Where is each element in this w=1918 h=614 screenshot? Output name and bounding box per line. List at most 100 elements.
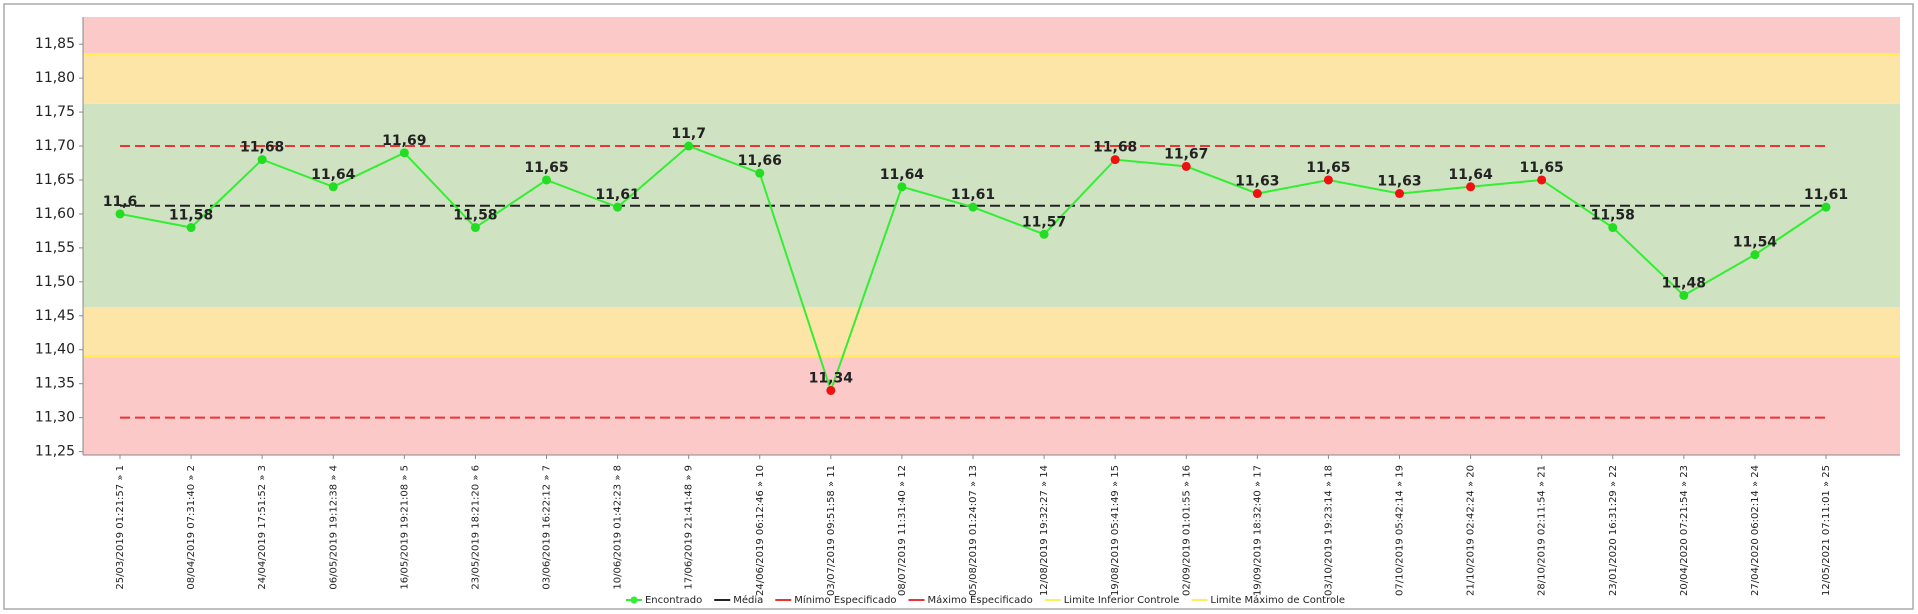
x-tick-label: 12/08/2019 19:32:27 » 14 — [1039, 465, 1050, 596]
zone — [83, 17, 1900, 55]
y-tick-label: 11,50 — [35, 274, 75, 290]
x-tick-label: 19/08/2019 05:41:49 » 15 — [1110, 465, 1121, 596]
x-tick-label: 03/07/2019 09:51:58 » 11 — [826, 465, 837, 596]
data-point — [684, 141, 694, 151]
data-label: 11,64 — [1448, 167, 1493, 183]
x-tick-label: 27/04/2020 06:02:14 » 24 — [1750, 465, 1761, 596]
x-tick-label: 20/04/2020 07:21:54 » 23 — [1679, 465, 1690, 596]
data-point — [257, 155, 267, 165]
x-tick-label: 19/09/2019 18:32:40 » 17 — [1252, 465, 1263, 596]
y-tick-label: 11,25 — [35, 444, 75, 460]
data-label: 11,57 — [1022, 214, 1066, 230]
x-tick-label: 24/06/2019 06:12:46 » 10 — [755, 465, 766, 596]
y-tick-label: 11,70 — [35, 138, 75, 154]
y-tick-label: 11,55 — [35, 240, 75, 256]
data-point — [1679, 290, 1689, 300]
legend-label: Média — [733, 594, 763, 606]
data-label: 11,34 — [809, 370, 854, 386]
data-label: 11,64 — [311, 167, 356, 183]
data-label: 11,63 — [1235, 174, 1279, 190]
data-point — [1821, 202, 1831, 212]
x-tick-label: 24/04/2019 17:51:52 » 3 — [257, 465, 268, 590]
data-label: 11,6 — [103, 194, 138, 210]
x-tick-label: 03/06/2019 16:22:12 » 7 — [542, 465, 553, 590]
data-point — [1608, 223, 1618, 233]
x-tick-label: 17/06/2019 21:41:48 » 9 — [684, 465, 695, 590]
x-tick-label: 10/06/2019 01:42:23 » 8 — [613, 465, 624, 590]
data-label: 11,65 — [524, 160, 568, 176]
data-point — [1537, 175, 1547, 185]
y-tick-label: 11,45 — [35, 308, 75, 324]
data-label: 11,61 — [951, 187, 995, 203]
data-label: 11,69 — [382, 133, 426, 149]
legend-label: Limite Máximo de Controle — [1210, 594, 1345, 606]
data-label: 11,48 — [1662, 275, 1706, 291]
data-point — [399, 148, 409, 158]
data-label: 11,7 — [671, 126, 706, 142]
data-label: 11,65 — [1520, 160, 1564, 176]
data-point — [1181, 161, 1191, 171]
data-point — [1466, 182, 1476, 192]
legend: Encontrado Média Mínimo Especificado Máximo… — [625, 594, 1345, 606]
data-point — [755, 168, 765, 178]
data-label: 11,61 — [595, 187, 639, 203]
y-tick-label: 11,60 — [35, 206, 75, 222]
y-tick-label: 11,80 — [35, 70, 75, 86]
y-tick-label: 11,65 — [35, 172, 75, 188]
zone — [83, 356, 1900, 455]
data-point — [186, 223, 196, 233]
x-tick-label: 16/05/2019 19:21:08 » 5 — [399, 465, 410, 590]
data-point — [115, 209, 125, 219]
data-point — [613, 202, 623, 212]
data-point — [1395, 189, 1404, 199]
data-label: 11,65 — [1306, 160, 1350, 176]
x-tick-label: 07/10/2019 05:42:14 » 19 — [1395, 465, 1406, 596]
legend-label: Encontrado — [645, 595, 702, 606]
data-point — [328, 182, 338, 192]
data-point — [470, 223, 480, 233]
data-label: 11,54 — [1733, 235, 1778, 251]
legend-label: Mínimo Especificado — [794, 594, 896, 606]
x-tick-label: 23/05/2019 18:21:20 » 6 — [470, 465, 481, 590]
legend-dot — [630, 596, 638, 604]
x-tick-label: 03/10/2019 19:23:14 » 18 — [1323, 465, 1334, 596]
data-point — [826, 385, 836, 395]
x-tick-label: 21/10/2019 02:42:24 » 20 — [1466, 465, 1477, 596]
zone — [83, 306, 1900, 357]
data-point — [1252, 189, 1262, 199]
x-tick-label: 06/05/2019 19:12:38 » 4 — [328, 465, 339, 590]
data-point — [542, 175, 551, 185]
data-label: 11,64 — [880, 167, 925, 183]
data-label: 11,66 — [738, 153, 782, 169]
x-tick-label: 05/08/2019 01:24:07 » 13 — [968, 465, 979, 596]
zone — [83, 54, 1900, 104]
x-tick-label: 02/09/2019 01:01:55 » 16 — [1181, 465, 1192, 596]
y-tick-label: 11,30 — [35, 410, 75, 426]
data-label: 11,67 — [1164, 146, 1208, 162]
x-tick-label: 23/01/2020 16:31:29 » 22 — [1608, 465, 1619, 596]
x-tick-label: 08/07/2019 11:31:40 » 12 — [897, 465, 908, 596]
y-tick-label: 11,75 — [35, 104, 75, 120]
legend-label: Limite Inferior Controle — [1064, 595, 1180, 606]
data-label: 11,58 — [453, 208, 497, 224]
data-label: 11,68 — [1093, 140, 1137, 156]
data-label: 11,58 — [169, 208, 213, 224]
y-tick-label: 11,85 — [35, 36, 75, 52]
y-tick-label: 11,35 — [35, 376, 75, 392]
legend-label: Máximo Especificado — [928, 594, 1033, 606]
data-point — [1039, 229, 1049, 239]
data-point — [968, 202, 978, 212]
data-point — [897, 182, 907, 192]
x-tick-label: 12/05/2021 07:11:01 » 25 — [1821, 465, 1832, 596]
data-label: 11,58 — [1591, 208, 1635, 224]
data-point — [1750, 250, 1760, 260]
x-tick-label: 25/03/2019 01:21:57 » 1 — [115, 465, 126, 590]
data-point — [1110, 155, 1120, 165]
data-point — [1323, 175, 1333, 185]
data-label: 11,61 — [1804, 187, 1848, 203]
y-tick-label: 11,40 — [35, 342, 75, 358]
data-label: 11,68 — [240, 140, 284, 156]
x-tick-label: 28/10/2019 02:11:54 » 21 — [1537, 465, 1548, 596]
x-tick-label: 08/04/2019 07:31:40 » 2 — [186, 465, 197, 590]
